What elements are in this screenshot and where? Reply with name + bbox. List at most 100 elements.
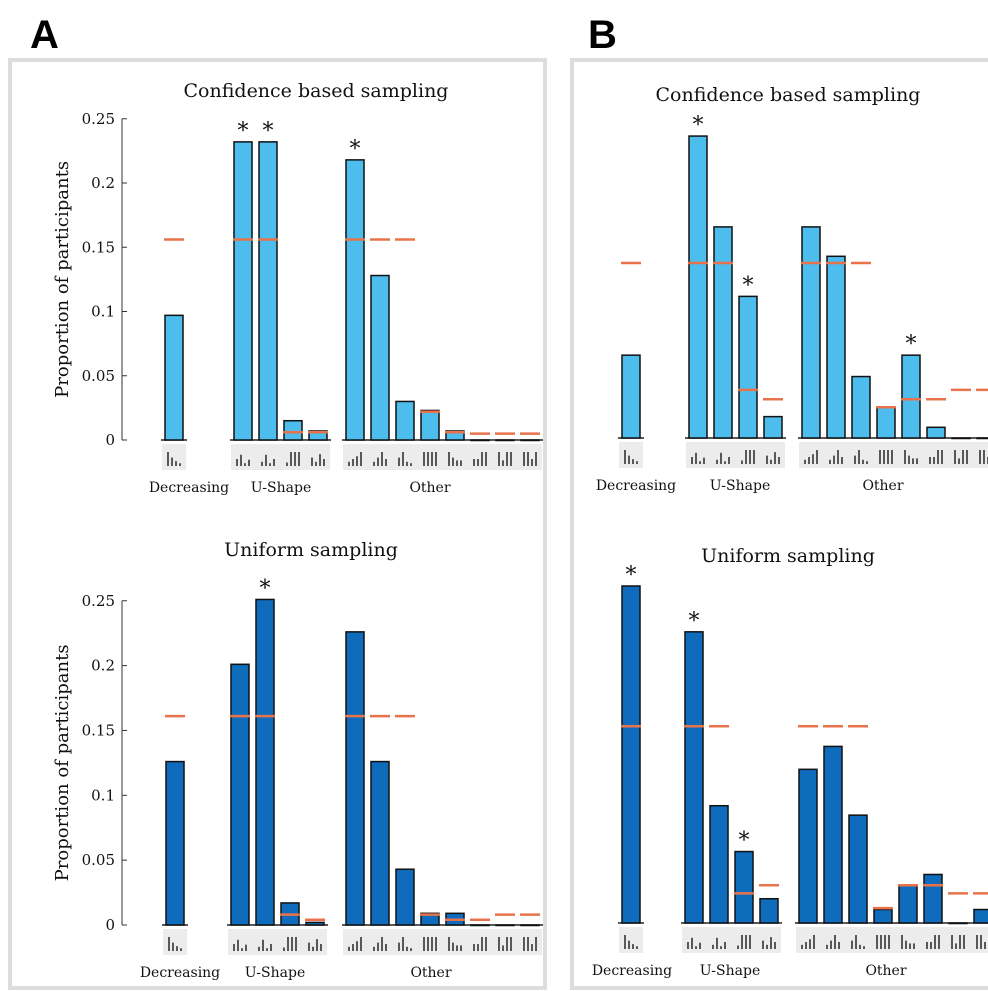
chart-title: Uniform sampling [701,545,875,567]
bar [395,868,415,926]
significance-star: * [350,137,361,162]
bar [495,924,515,927]
bar [420,409,440,441]
significance-star: * [906,332,917,357]
chart-layer: Confidence based sampling 0 0.05 0.1 0.15 0.2… [52,80,988,981]
pattern-strip [799,442,988,468]
y-tick-label: 0.25 [82,592,115,610]
pattern-strip [231,444,330,470]
bar [345,631,365,926]
pattern-strip [228,929,327,955]
bar [923,873,943,924]
y-tick-label: 0.15 [82,238,115,256]
bar [258,141,278,441]
bar [876,406,896,439]
group-label: Other [410,965,451,981]
bar [948,922,968,925]
pattern-strip [619,442,643,468]
significance-star: * [626,563,637,588]
bar [973,908,988,924]
bar [621,585,641,924]
chart-title: Confidence based sampling [656,84,921,106]
y-tick-label: 0 [105,431,115,449]
y-tick-label: 0.2 [91,657,115,675]
bar [951,437,971,440]
bar [283,419,303,441]
bar [255,598,275,926]
bar [520,439,540,442]
bar [848,814,868,924]
bar [734,850,754,924]
bar [826,255,846,439]
y-tick-label: 0.1 [91,303,115,321]
bar [621,354,641,439]
bar [851,375,871,439]
bar [901,354,921,439]
y-tick-label: 0 [105,916,115,934]
group-label: Other [865,963,906,979]
group-label: U-Shape [700,963,760,979]
significance-star: * [743,273,754,298]
pattern-strip [163,929,187,955]
y-tick-label: 0.15 [82,721,115,739]
y-axis-label: Proportion of participants [52,161,73,398]
significance-star: * [260,576,271,601]
bar [230,663,250,926]
bar [165,760,185,926]
group-label: Other [862,478,903,494]
group-label: U-Shape [710,478,770,494]
significance-star: * [263,119,274,144]
group-label: Decreasing [149,480,229,496]
bar [420,912,440,926]
bar [164,314,184,441]
significance-star: * [238,119,249,144]
bar [798,768,818,924]
group-label: Other [409,480,450,496]
pattern-strip [686,442,785,468]
group-label: Decreasing [596,478,676,494]
bar [823,745,843,924]
y-tick-label: 0.05 [82,851,115,869]
group-label: Decreasing [140,965,220,981]
y-tick-label: 0.2 [91,174,115,192]
bar [370,274,390,441]
y-tick-label: 0.05 [82,367,115,385]
bar [470,924,490,927]
bar [926,426,946,439]
group-label: Decreasing [592,963,672,979]
bar [445,430,465,441]
bar [470,439,490,442]
bar [684,631,704,924]
group-label: U-Shape [251,480,311,496]
bar [709,804,729,924]
chart-title: Uniform sampling [224,539,398,561]
bar [495,439,515,442]
group-label: U-Shape [245,965,305,981]
bar [395,400,415,441]
pattern-strip [343,444,542,470]
pattern-strip [343,929,542,955]
panel-a-frame [8,58,547,990]
pattern-strip [162,444,186,470]
bar [713,226,733,439]
y-tick-label: 0.1 [91,786,115,804]
bar [976,437,988,440]
bar [520,924,540,927]
y-tick-label: 0.25 [82,110,115,128]
bar [801,226,821,439]
chart-title: Confidence based sampling [184,80,449,102]
pattern-strip [619,927,643,953]
bar [763,415,783,439]
bar [738,295,758,439]
bar [345,159,365,441]
bar [759,897,779,924]
panel-b-letter: B [588,13,617,57]
significance-star: * [693,113,704,138]
panel-a-letter: A [30,13,59,57]
pattern-strip [682,927,781,953]
panel-b-frame [570,58,988,990]
bar [873,908,893,924]
bar [898,884,918,924]
y-axis-label: Proportion of participants [52,644,73,881]
bar [370,760,390,926]
